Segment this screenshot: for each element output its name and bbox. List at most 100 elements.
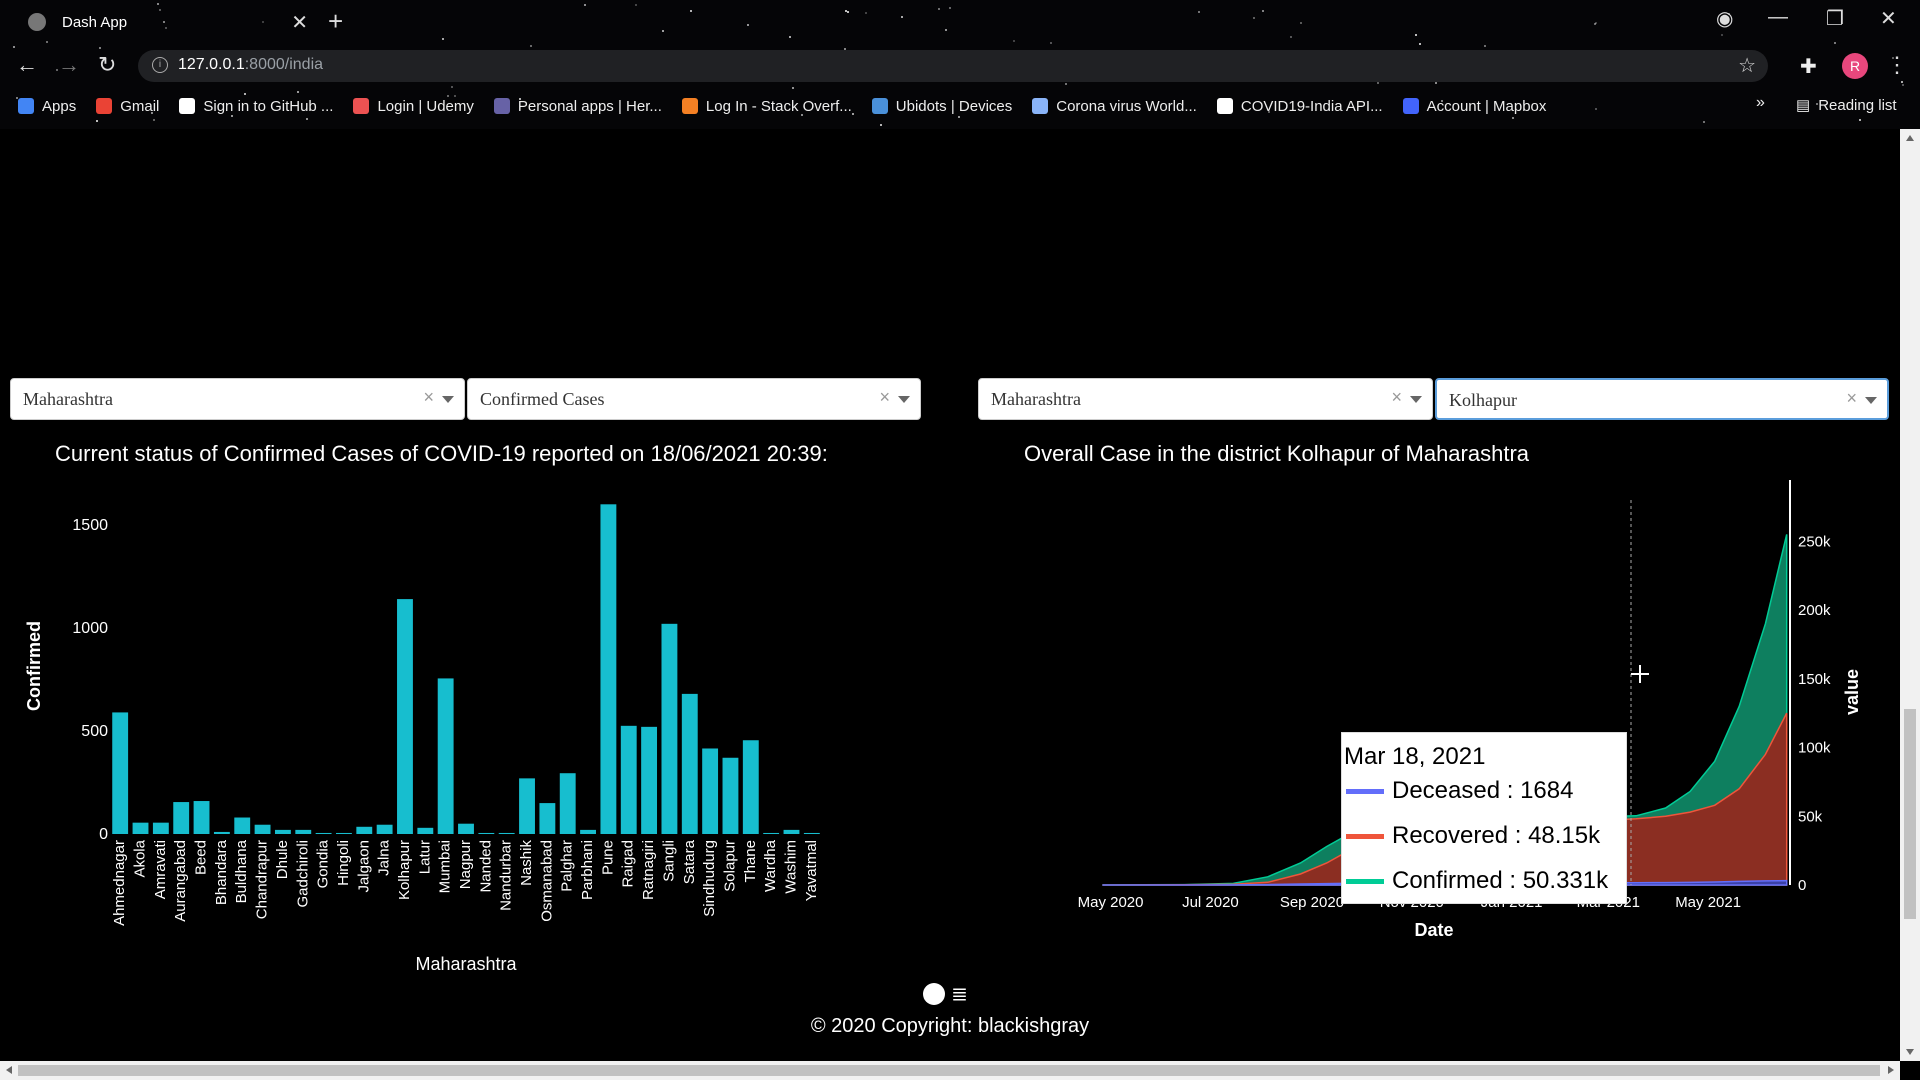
bar[interactable] — [620, 725, 637, 834]
bar[interactable] — [498, 832, 515, 834]
bar[interactable] — [437, 678, 454, 834]
bar[interactable] — [580, 829, 596, 834]
profile-menu-icon[interactable]: ◉ — [1716, 8, 1734, 30]
chevron-down-icon[interactable] — [1410, 396, 1422, 403]
bar[interactable] — [152, 822, 169, 834]
scroll-right-icon[interactable] — [1888, 1066, 1894, 1074]
left-state-value: Maharashtra — [23, 389, 113, 409]
clear-icon[interactable]: × — [423, 387, 434, 407]
avatar[interactable]: R — [1842, 53, 1868, 79]
bar[interactable] — [376, 824, 393, 834]
scroll-down-icon[interactable] — [1906, 1049, 1914, 1055]
stackoverflow-icon[interactable]: ≣ — [951, 983, 968, 1006]
bar[interactable] — [641, 726, 658, 834]
bookmark-item[interactable]: Ubidots | Devices — [871, 98, 1012, 115]
scroll-left-icon[interactable] — [6, 1066, 12, 1074]
bookmark-item[interactable]: Corona virus World... — [1032, 98, 1197, 115]
browser-tab[interactable]: Dash App ✕ — [14, 0, 314, 44]
reading-list-button[interactable]: ▤ Reading list — [1796, 96, 1897, 115]
minimize-icon[interactable]: — — [1768, 6, 1788, 28]
bookmark-star-icon[interactable]: ☆ — [1738, 55, 1756, 77]
bar[interactable] — [702, 748, 719, 834]
bar[interactable] — [783, 829, 800, 834]
star-dot — [157, 2, 160, 5]
bar[interactable] — [234, 817, 251, 834]
forward-icon[interactable]: → — [58, 52, 80, 77]
bar-chart[interactable]: 0 500 1000 1500 Ahmednagar Akola Amravati Auran… — [0, 480, 940, 980]
bar[interactable] — [315, 832, 332, 834]
bar[interactable] — [661, 623, 678, 834]
scroll-up-icon[interactable] — [1906, 135, 1914, 141]
bookmark-label: Sign in to GitHub ... — [203, 97, 334, 115]
bar[interactable] — [112, 712, 129, 834]
github-icon[interactable] — [923, 983, 945, 1006]
bookmark-item[interactable]: Log In - Stack Overf... — [681, 98, 852, 115]
star-dot — [1702, 121, 1705, 124]
chevron-down-icon[interactable] — [1865, 397, 1877, 404]
bar[interactable] — [519, 778, 535, 834]
bar[interactable] — [803, 832, 820, 834]
star-dot — [1483, 45, 1486, 48]
bar[interactable] — [681, 693, 698, 834]
right-state-value: Maharashtra — [991, 389, 1081, 409]
site-info-icon[interactable]: i — [152, 57, 168, 73]
chevron-down-icon[interactable] — [898, 396, 910, 403]
address-bar[interactable]: i 127.0.0.1:8000/india ☆ — [138, 50, 1768, 82]
bar[interactable] — [254, 824, 271, 834]
star-dot — [1595, 107, 1597, 110]
clear-icon[interactable]: × — [1846, 388, 1857, 408]
star-dot — [1262, 9, 1265, 12]
bar[interactable] — [478, 832, 495, 834]
restore-icon[interactable]: ❐ — [1826, 8, 1844, 30]
y-tick-label: 0 — [99, 826, 108, 843]
horizontal-scrollbar[interactable] — [0, 1061, 1900, 1080]
bookmark-item[interactable]: Apps — [18, 98, 76, 115]
more-menu-icon[interactable]: ⋮ — [1886, 52, 1908, 77]
more-bookmarks-icon[interactable]: » — [1756, 94, 1765, 111]
bar[interactable] — [213, 831, 230, 834]
bar[interactable] — [336, 832, 352, 834]
bar[interactable] — [173, 802, 190, 834]
clear-icon[interactable]: × — [1391, 387, 1402, 407]
bookmark-item[interactable]: Login | Udemy — [353, 98, 474, 115]
clear-icon[interactable]: × — [879, 387, 890, 407]
vertical-scrollbar[interactable] — [1900, 129, 1920, 1061]
new-tab-icon[interactable]: + — [328, 6, 344, 36]
y-tick-label: 100k — [1798, 740, 1831, 757]
bar[interactable] — [132, 822, 149, 834]
close-tab-icon[interactable]: ✕ — [291, 12, 308, 34]
bar[interactable] — [356, 826, 373, 834]
bookmark-item[interactable]: Account | Mapbox — [1402, 98, 1546, 115]
bar[interactable] — [458, 823, 474, 834]
bar[interactable] — [539, 803, 556, 834]
bar[interactable] — [295, 829, 312, 834]
bar[interactable] — [397, 599, 413, 834]
bar[interactable] — [274, 829, 291, 834]
left-state-dropdown[interactable]: Maharashtra × — [10, 378, 465, 420]
bookmark-item[interactable]: COVID19-India API... — [1216, 98, 1383, 115]
bar[interactable] — [722, 757, 739, 834]
bookmark-item[interactable]: Sign in to GitHub ... — [179, 98, 333, 115]
close-window-icon[interactable]: ✕ — [1880, 8, 1897, 30]
bookmark-item[interactable]: Gmail — [96, 98, 159, 115]
reload-icon[interactable]: ↻ — [98, 52, 117, 77]
bar[interactable] — [559, 773, 576, 834]
bar[interactable] — [193, 801, 210, 834]
bar[interactable] — [600, 504, 617, 834]
url-text[interactable]: 127.0.0.1:8000/india — [178, 56, 324, 73]
right-district-dropdown[interactable]: Kolhapur × — [1435, 378, 1889, 420]
scrollbar-thumb[interactable] — [1904, 709, 1916, 919]
bar[interactable] — [763, 832, 780, 834]
extensions-puzzle-icon[interactable]: ✚ — [1800, 56, 1817, 78]
x-tick-label: Nashik — [518, 840, 535, 886]
bookmark-item[interactable]: Personal apps | Her... — [493, 98, 662, 115]
back-icon[interactable]: ← — [16, 52, 38, 77]
star-dot — [800, 114, 803, 117]
left-metric-dropdown[interactable]: Confirmed Cases × — [467, 378, 921, 420]
chevron-down-icon[interactable] — [442, 396, 454, 403]
star-dot — [1901, 84, 1904, 87]
bar[interactable] — [742, 740, 759, 834]
right-state-dropdown[interactable]: Maharashtra × — [978, 378, 1433, 420]
scrollbar-thumb[interactable] — [18, 1065, 1880, 1076]
bar[interactable] — [417, 827, 434, 834]
